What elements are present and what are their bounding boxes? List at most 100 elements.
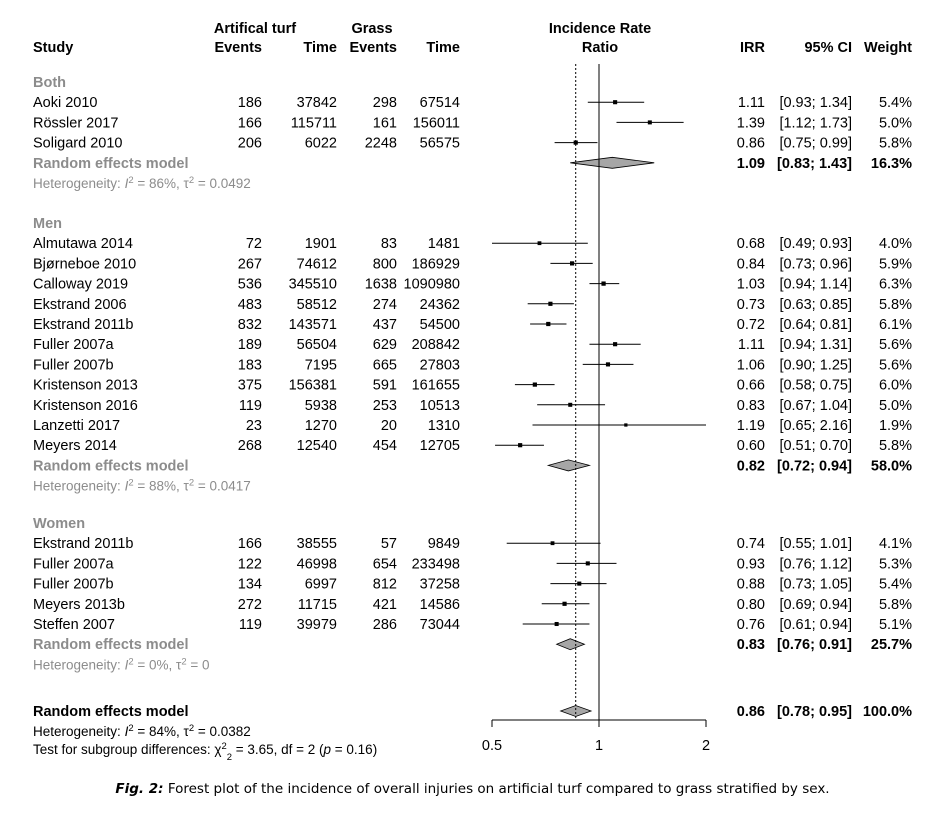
group-men-row-7-grass-time: 27803 (420, 357, 460, 373)
group-men-row-2-turf-time: 74612 (297, 256, 337, 272)
header-turf-events: Events (214, 40, 262, 56)
group-men-row-5-point (546, 321, 551, 327)
group-men-row-11-ci: [0.51; 0.70] (779, 438, 852, 454)
group-women-model-ci: [0.76; 0.91] (777, 637, 852, 653)
group-women-row-1-irr: 0.74 (737, 536, 765, 552)
group-men-row-7-grass-events: 665 (373, 357, 397, 373)
group-men-row-3-turf-time: 345510 (289, 277, 337, 293)
group-women-row-3-turf-events: 134 (238, 577, 262, 593)
group-women-row-5-turf-time: 39979 (297, 617, 337, 633)
group-men-row-1-ci: [0.49; 0.93] (779, 236, 852, 252)
caption-text: Forest plot of the incidence of overall … (163, 781, 830, 797)
figure-caption: Fig. 2: Forest plot of the incidence of … (0, 781, 945, 797)
group-women-row-2-study: Fuller 2007a (33, 556, 115, 572)
group-both-row-1-turf-events: 186 (238, 95, 262, 111)
group-men-row-7-point (605, 362, 611, 367)
group-both-row-1-irr: 1.11 (738, 95, 765, 111)
group-women-row-3-point (577, 581, 582, 586)
group-women-row-1-turf-time: 38555 (297, 536, 337, 552)
group-women-row-4-grass-time: 14586 (420, 597, 460, 613)
group-men-row-4-study: Ekstrand 2006 (33, 297, 127, 313)
group-men-row-10-turf-time: 1270 (305, 418, 337, 434)
group-women-row-4-turf-time: 11715 (298, 597, 337, 613)
group-both-model-diamond (570, 156, 655, 169)
group-men-row-11-irr: 0.60 (737, 438, 765, 454)
group-women-row-4-ci: [0.69; 0.94] (779, 597, 852, 613)
overall-model-weight: 100.0% (863, 704, 912, 720)
group-men-model-weight: 58.0% (871, 458, 912, 474)
group-men-row-2-turf-events: 267 (238, 256, 262, 272)
group-both-row-3-weight: 5.8% (879, 136, 912, 152)
group-both-row-3-irr: 0.86 (737, 136, 765, 152)
group-men-row-3-weight: 6.3% (879, 277, 912, 293)
group-men-row-2-irr: 0.84 (737, 256, 765, 272)
group-women-title: Women (33, 516, 85, 532)
group-women-row-2-ci: [0.76; 1.12] (779, 556, 852, 572)
group-men-row-7-turf-events: 183 (238, 357, 262, 373)
group-women-row-5-grass-time: 73044 (420, 617, 460, 633)
group-both-row-1-point (613, 100, 618, 105)
group-both-model-ci: [0.83; 1.43] (777, 156, 852, 172)
group-women-row-5-point (554, 621, 559, 627)
group-men-row-8-turf-events: 375 (238, 378, 262, 394)
header-ci: 95% CI (804, 40, 852, 56)
group-men-row-5-grass-events: 437 (373, 317, 397, 333)
group-both-row-2-weight: 5.0% (879, 115, 912, 131)
x-tick-label-3: 2 (702, 738, 710, 754)
group-men-row-4-irr: 0.73 (737, 297, 765, 313)
group-women-model-irr: 0.83 (737, 637, 765, 653)
group-men-row-4-weight: 5.8% (879, 297, 912, 313)
group-men-row-11-turf-events: 268 (238, 438, 262, 454)
header-grass-events: Events (349, 40, 397, 56)
group-men-row-3-turf-events: 536 (238, 277, 262, 293)
group-both-row-3-grass-events: 2248 (365, 136, 397, 152)
group-both-model-label: Random effects model (33, 156, 189, 172)
group-men-row-10-irr: 1.19 (737, 418, 765, 434)
group-men-row-3-grass-time: 1090980 (404, 277, 460, 293)
group-men-row-1-irr: 0.68 (737, 236, 765, 252)
group-men-row-7-study: Fuller 2007b (33, 357, 114, 373)
group-men-row-5-weight: 6.1% (879, 317, 912, 333)
group-both-row-2-study: Rössler 2017 (33, 115, 118, 131)
group-men-heterogeneity: Heterogeneity: I2 = 88%, τ2 = 0.0417 (33, 477, 251, 494)
group-both-row-1-ci: [0.93; 1.34] (779, 95, 852, 111)
group-both-row-1-grass-time: 67514 (420, 95, 460, 111)
group-men-row-8-study: Kristenson 2013 (33, 378, 138, 394)
group-both-row-2-turf-events: 166 (238, 115, 262, 131)
group-women-model-diamond (555, 638, 586, 651)
header-irr-title-1: Incidence Rate (549, 21, 651, 37)
group-women-row-4-turf-events: 272 (238, 597, 262, 613)
header-grass-time: Time (426, 40, 460, 56)
group-men-model-diamond (546, 459, 592, 472)
group-women-row-4-irr: 0.80 (737, 597, 765, 613)
group-men-model-irr: 0.82 (737, 458, 765, 474)
group-women-row-2-weight: 5.3% (879, 556, 912, 572)
header-weight: Weight (864, 40, 912, 56)
group-women-row-1-ci: [0.55; 1.01] (779, 536, 852, 552)
group-both-row-2-turf-time: 115711 (291, 115, 337, 131)
group-men-row-11-grass-events: 454 (373, 438, 397, 454)
group-men-row-9-irr: 0.83 (737, 398, 765, 414)
group-both-row-3-turf-time: 6022 (305, 136, 337, 152)
group-men-title: Men (33, 216, 62, 232)
group-men-row-6-study: Fuller 2007a (33, 337, 115, 353)
group-women-row-4-point (562, 601, 567, 606)
overall-model-irr: 0.86 (737, 704, 765, 720)
group-both-row-2-ci: [1.12; 1.73] (779, 115, 852, 131)
group-women-row-3-grass-events: 812 (373, 577, 397, 593)
group-men-row-2-point (569, 261, 575, 266)
group-women-row-2-turf-events: 122 (238, 556, 262, 572)
group-men-row-6-weight: 5.6% (879, 337, 912, 353)
group-both-heterogeneity: Heterogeneity: I2 = 86%, τ2 = 0.0492 (33, 175, 251, 192)
group-men-row-9-grass-time: 10513 (420, 398, 460, 414)
group-men-row-5-turf-events: 832 (238, 317, 262, 333)
group-women-row-2-point (585, 561, 590, 566)
forest-plot: Artifical turf Grass Incidence Rate Study Ev… (33, 21, 912, 760)
group-women-row-4-grass-events: 421 (373, 597, 397, 613)
group-men-row-9-grass-events: 253 (373, 398, 397, 414)
group-men-row-9-point (568, 402, 573, 407)
group-men-row-8-turf-time: 156381 (289, 378, 337, 394)
overall-heterogeneity: Heterogeneity: I2 = 84%, τ2 = 0.0382 (33, 723, 251, 740)
group-men-row-11-weight: 5.8% (879, 438, 912, 454)
group-men-row-8-irr: 0.66 (737, 378, 765, 394)
